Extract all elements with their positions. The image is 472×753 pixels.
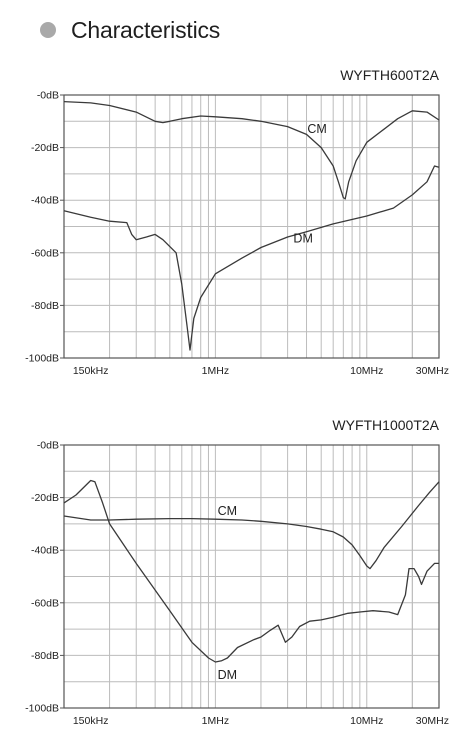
series-line-dm bbox=[63, 479, 439, 663]
grid-lines bbox=[64, 445, 440, 708]
series-line-dm bbox=[63, 165, 440, 351]
x-tick-label: 30MHz bbox=[416, 715, 449, 727]
y-tick-label: -80dB bbox=[31, 300, 59, 312]
chart-title: WYFTH1000T2A bbox=[332, 417, 439, 433]
x-tick-label: 10MHz bbox=[350, 715, 383, 727]
y-tick-label: -100dB bbox=[25, 703, 59, 715]
plot-frame bbox=[63, 94, 440, 359]
x-tick-label: 1MHz bbox=[202, 715, 229, 727]
y-tick-label: -0dB bbox=[37, 440, 59, 452]
x-tick-label: 150kHz bbox=[73, 365, 109, 377]
plot-frame bbox=[63, 444, 440, 709]
series-label-cm: CM bbox=[218, 504, 237, 518]
series-label-dm: DM bbox=[218, 668, 237, 682]
y-tick-label: -40dB bbox=[31, 195, 59, 207]
y-tick-label: -60dB bbox=[31, 247, 59, 259]
bullet-dot-icon bbox=[40, 22, 56, 38]
chart-wyfth600t2a: WYFTH600T2A -0dB -20dB -40dB -60dB -80dB -100d… bbox=[25, 67, 449, 377]
series-line-cm bbox=[63, 100, 440, 200]
section-heading: Characteristics bbox=[40, 14, 220, 46]
y-tick-label: -40dB bbox=[31, 545, 59, 557]
chart-wyfth1000t2a: WYFTH1000T2A -0dB -20dB -40dB -60dB -80dB -100… bbox=[25, 417, 449, 727]
page-title: Characteristics bbox=[71, 16, 221, 43]
grid-lines bbox=[64, 95, 440, 358]
x-tick-label: 1MHz bbox=[202, 365, 229, 377]
series-line-cm bbox=[63, 481, 440, 570]
x-tick-label: 150kHz bbox=[73, 715, 109, 727]
y-tick-label: -0dB bbox=[37, 90, 59, 102]
series-label-cm: CM bbox=[307, 122, 326, 136]
y-tick-label: -60dB bbox=[31, 597, 59, 609]
x-tick-label: 30MHz bbox=[416, 365, 449, 377]
y-tick-label: -80dB bbox=[31, 650, 59, 662]
series-label-dm: DM bbox=[293, 231, 312, 245]
y-tick-label: -100dB bbox=[25, 353, 59, 365]
x-tick-label: 10MHz bbox=[350, 365, 383, 377]
y-tick-label: -20dB bbox=[31, 492, 59, 504]
y-tick-label: -20dB bbox=[31, 142, 59, 154]
chart-title: WYFTH600T2A bbox=[340, 67, 439, 83]
